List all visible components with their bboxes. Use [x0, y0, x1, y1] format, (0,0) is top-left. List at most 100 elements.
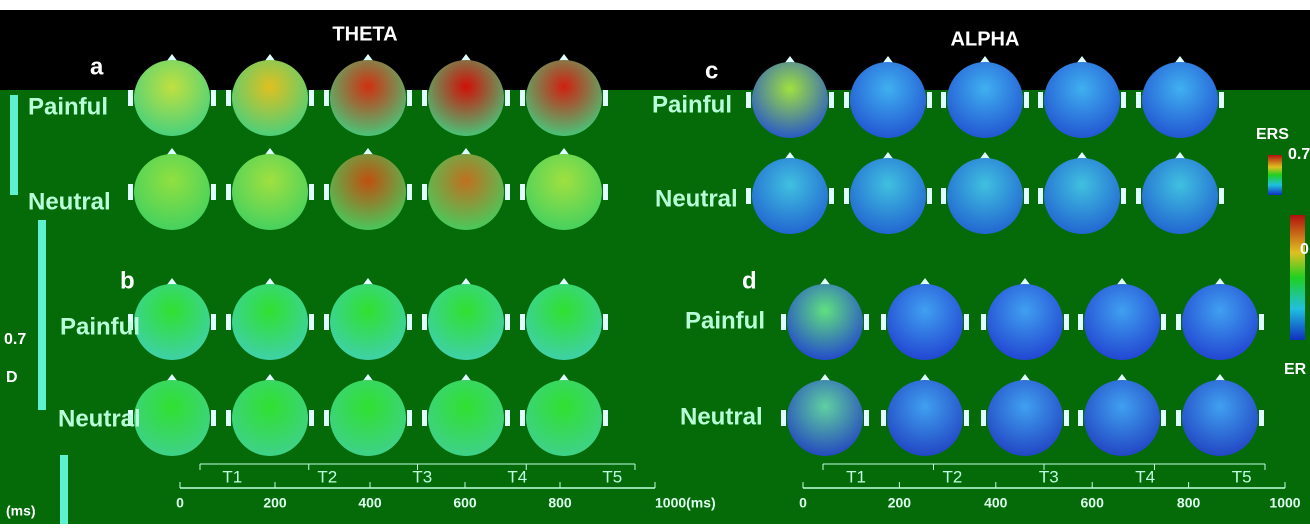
edge-label: (ms) — [6, 503, 36, 519]
head-map — [1142, 62, 1218, 138]
head-ear — [422, 184, 427, 200]
colorbar-title: ERS — [1256, 126, 1289, 143]
head-nose — [1214, 374, 1226, 382]
head-map — [1142, 158, 1218, 234]
head-ear — [829, 92, 834, 108]
head-ear — [603, 90, 608, 106]
head-ear — [520, 410, 525, 426]
head-nose — [1174, 56, 1186, 64]
head-ear — [603, 184, 608, 200]
panel-letter: c — [705, 57, 718, 84]
head-map — [1182, 284, 1258, 360]
head-ear — [128, 314, 133, 330]
head-ear — [781, 314, 786, 330]
head-ear — [309, 184, 314, 200]
head-nose — [264, 374, 276, 382]
head-nose — [979, 56, 991, 64]
head-ear — [603, 314, 608, 330]
glitch-bar — [60, 455, 68, 524]
head-nose — [882, 152, 894, 160]
head-ear — [964, 410, 969, 426]
head-ear — [1121, 188, 1126, 204]
tick-label: 200 — [888, 495, 912, 511]
head-nose — [362, 374, 374, 382]
head-ear — [128, 410, 133, 426]
head-ear — [1176, 410, 1181, 426]
head-ear — [746, 188, 751, 204]
head-map — [134, 284, 210, 360]
head-ear — [1038, 188, 1043, 204]
head-ear — [128, 184, 133, 200]
tick-label: 0 — [799, 495, 807, 511]
head-ear — [505, 314, 510, 330]
head-nose — [264, 278, 276, 286]
head-map — [330, 60, 406, 136]
head-ear — [211, 314, 216, 330]
head-ear — [941, 92, 946, 108]
head-ear — [864, 410, 869, 426]
head-ear — [520, 90, 525, 106]
head-nose — [460, 278, 472, 286]
head-ear — [881, 410, 886, 426]
head-nose — [784, 56, 796, 64]
head-map — [134, 154, 210, 230]
head-ear — [1259, 410, 1264, 426]
head-map — [232, 154, 308, 230]
colorbar-label: 0.7 — [1288, 146, 1310, 163]
head-nose — [460, 54, 472, 62]
head-nose — [819, 278, 831, 286]
head-ear — [829, 188, 834, 204]
row-label: Neutral — [58, 405, 141, 432]
head-ear — [128, 90, 133, 106]
head-ear — [1161, 410, 1166, 426]
row-label: Neutral — [655, 185, 738, 212]
head-nose — [1019, 278, 1031, 286]
head-ear — [1259, 314, 1264, 330]
head-ear — [927, 92, 932, 108]
head-ear — [844, 92, 849, 108]
colorbar-label: ER — [1284, 361, 1307, 378]
head-map — [752, 158, 828, 234]
head-nose — [558, 54, 570, 62]
head-nose — [362, 148, 374, 156]
head-ear — [1219, 92, 1224, 108]
row-label: Painful — [652, 91, 732, 118]
head-ear — [1176, 314, 1181, 330]
head-map — [428, 60, 504, 136]
head-nose — [1174, 152, 1186, 160]
head-nose — [1019, 374, 1031, 382]
segment-label: T5 — [602, 467, 622, 486]
head-nose — [166, 278, 178, 286]
colorbar-fragment — [1268, 155, 1282, 195]
colorbar — [1290, 215, 1305, 340]
head-nose — [362, 54, 374, 62]
segment-label: T2 — [942, 467, 962, 486]
head-ear — [781, 410, 786, 426]
head-ear — [1038, 92, 1043, 108]
head-ear — [407, 90, 412, 106]
head-map — [330, 154, 406, 230]
row-label: Neutral — [28, 188, 111, 215]
head-map — [887, 380, 963, 456]
head-ear — [1024, 92, 1029, 108]
tick-label: 600 — [453, 495, 477, 511]
head-nose — [1214, 278, 1226, 286]
head-nose — [784, 152, 796, 160]
head-map — [850, 158, 926, 234]
row-label: Neutral — [680, 403, 763, 430]
head-nose — [362, 278, 374, 286]
tick-label: 400 — [984, 495, 1008, 511]
head-nose — [819, 374, 831, 382]
panel-letter: d — [742, 267, 757, 294]
head-ear — [1064, 314, 1069, 330]
head-map — [428, 154, 504, 230]
head-nose — [558, 374, 570, 382]
head-nose — [166, 374, 178, 382]
head-map — [1182, 380, 1258, 456]
glitch-bar — [38, 220, 46, 410]
head-map — [526, 60, 602, 136]
head-map — [232, 60, 308, 136]
panel-letter: b — [120, 267, 135, 294]
head-ear — [505, 410, 510, 426]
title: THETA — [332, 23, 397, 45]
